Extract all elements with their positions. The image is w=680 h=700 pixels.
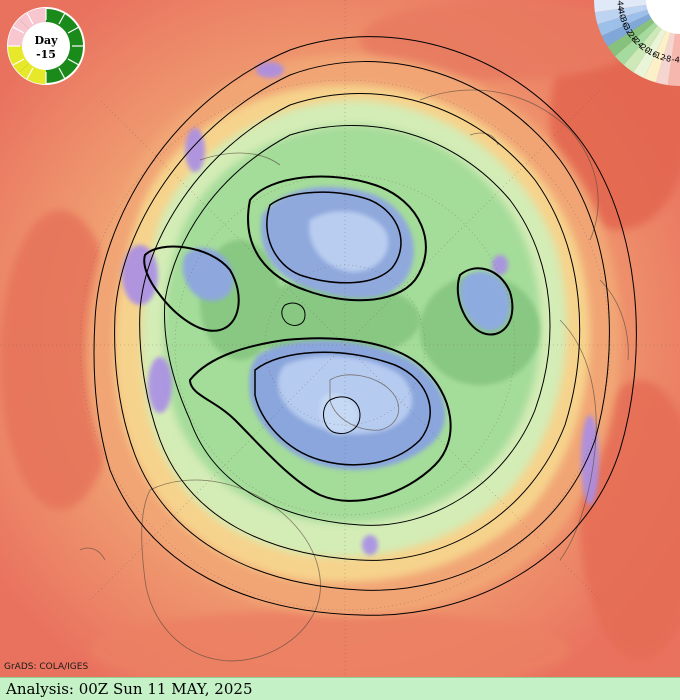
temperature-map: Day -15 -4-8-12-16-20-24-28-32-36-40-44 <box>0 0 680 677</box>
warm-patches <box>0 0 680 677</box>
analysis-time: Analysis: 00Z Sun 11 MAY, 2025 <box>6 680 253 698</box>
day-label: Day <box>34 34 58 47</box>
scale-label: -36 <box>617 13 630 28</box>
grads-credit: GrADS: COLA/IGES <box>4 662 89 672</box>
contours <box>93 36 637 616</box>
day-dial-center <box>22 22 70 70</box>
continent-outlines <box>79 89 629 662</box>
scale-label: -12 <box>651 50 666 63</box>
cold-pools <box>182 186 511 470</box>
analysis-bar: Analysis: 00Z Sun 11 MAY, 2025 <box>0 677 680 700</box>
color-scale: -4-8-12-16-20-24-28-32-36-40-44 <box>594 0 680 86</box>
purple-fringes <box>122 62 599 555</box>
day-dial: Day -15 <box>7 7 85 85</box>
day-offset: -15 <box>36 48 56 61</box>
scale-label: -4 <box>671 55 680 65</box>
scale-label: -40 <box>616 5 628 20</box>
scale-label: -8 <box>662 53 672 63</box>
scale-label: -44 <box>615 0 625 11</box>
color-scale-center <box>646 0 680 34</box>
latlon-grid <box>0 0 680 677</box>
